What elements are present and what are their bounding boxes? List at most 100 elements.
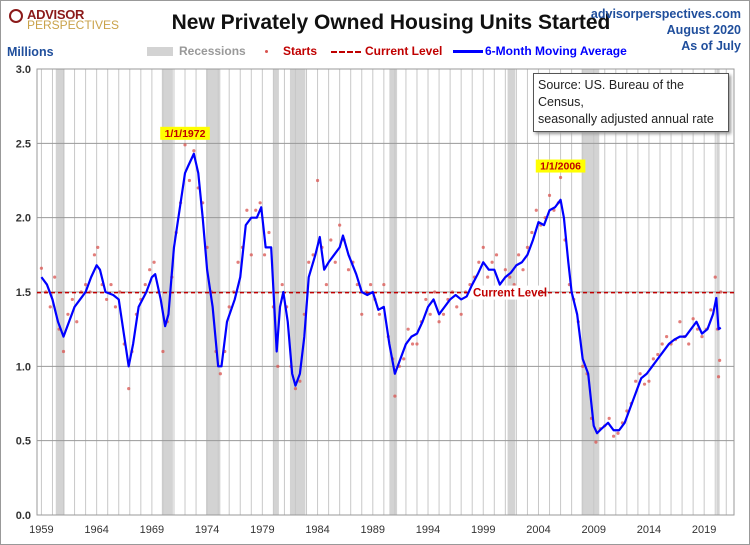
current-level-label: Current Level [473,288,547,300]
starts-point [709,308,713,312]
starts-point [437,320,441,324]
starts-point [616,431,620,435]
starts-point [718,358,722,362]
starts-point [512,282,516,287]
starts-point [660,342,664,346]
legend-starts: Starts [283,44,318,58]
starts-point [280,282,284,287]
starts-point [558,175,563,180]
y-tick-label: 2.0 [16,213,31,225]
starts-point [382,282,386,287]
source-line-2: seasonally adjusted annual rate [538,112,714,126]
starts-point [691,317,695,321]
legend-recessions: Recessions [179,44,246,58]
starts-point [402,357,406,361]
starts-point [70,297,74,302]
starts-point [517,253,521,257]
starts-point [638,372,642,376]
starts-point [424,297,428,302]
y-axis-label: Millions [7,45,54,59]
as-of-label: As of July [681,39,741,53]
starts-point [245,208,249,212]
starts-point [700,335,704,339]
starts-point [152,260,156,264]
y-tick-label: 0.5 [16,436,31,448]
starts-point [656,352,660,357]
x-tick-label: 2004 [526,524,550,536]
x-tick-label: 1989 [361,524,385,536]
starts-point [486,275,490,279]
peak-annotation: 1/1/1972 [165,128,206,140]
starts-point [428,312,432,316]
starts-point [227,305,231,309]
starts-point [96,245,100,249]
starts-point [338,223,342,227]
starts-point [218,372,222,376]
starts-point [315,178,320,183]
starts-point [307,260,311,264]
starts-point [104,297,109,302]
starts-point [481,245,485,249]
starts-point [665,335,669,339]
starts-point [490,260,494,264]
starts-point [48,305,52,309]
legend-current-level: Current Level [365,44,443,58]
starts-point [92,253,97,257]
starts-point [642,382,647,386]
x-tick-label: 2014 [637,524,661,536]
starts-point [455,305,459,309]
starts-point [61,349,66,354]
legend-recession-swatch [147,47,173,56]
starts-point [651,357,655,361]
y-tick-label: 1.5 [16,287,31,299]
starts-point [521,268,525,272]
starts-point [109,282,113,287]
starts-point [333,260,337,264]
starts-point [161,349,165,354]
starts-point [324,282,329,287]
y-tick-label: 2.5 [16,138,31,150]
x-tick-label: 1979 [250,524,274,536]
starts-point [410,342,415,346]
source-box: Source: US. Bureau of the Census, season… [533,73,729,132]
starts-point [236,260,240,264]
x-tick-label: 1974 [195,524,219,536]
starts-point [254,208,258,212]
starts-point [311,253,315,257]
logo-icon [9,9,23,23]
y-tick-label: 3.0 [16,64,31,76]
starts-point [53,275,57,279]
starts-point [494,253,499,257]
starts-point [581,364,585,368]
starts-point [262,253,267,257]
starts-point [713,275,717,279]
x-tick-label: 2019 [692,524,716,536]
x-tick-label: 1994 [416,524,440,536]
legend-current-level-line [331,51,361,53]
starts-point [75,320,79,324]
starts-point [459,312,463,316]
starts-point [530,230,534,235]
peak-annotation: 1/1/2006 [540,161,581,173]
starts-point [716,375,721,379]
annotation-bg [535,159,586,173]
starts-point [503,268,507,272]
source-line-1: Source: US. Bureau of the Census, [538,78,684,109]
current-level-label-bg [470,285,541,300]
x-tick-label: 1964 [84,524,108,536]
starts-point [329,238,333,242]
x-tick-label: 1999 [471,524,495,536]
starts-point [258,201,262,205]
starts-point [477,260,481,264]
starts-point [113,305,118,309]
y-tick-label: 1.0 [16,361,31,373]
moving-average-line [40,152,722,435]
starts-point [377,312,382,316]
y-tick-label: 0.0 [16,510,31,522]
starts-point [611,434,616,438]
starts-point [441,312,446,316]
starts-point [183,143,187,147]
legend-starts-marker [265,50,268,53]
